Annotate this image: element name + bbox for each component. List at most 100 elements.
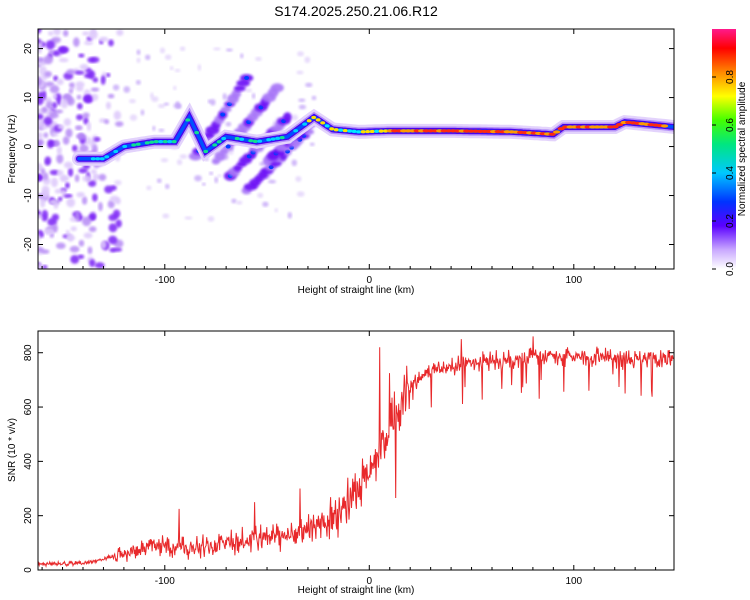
- x-tick-label: 0: [367, 275, 373, 286]
- colorbar-gradient: [712, 29, 736, 269]
- y-tick-label: 800: [23, 344, 34, 361]
- heatmap-noise-cell: [72, 144, 78, 152]
- heatmap-noise-cell: [74, 70, 85, 75]
- heatmap-noise-cell: [240, 53, 244, 59]
- heatmap-noise-cell: [298, 98, 306, 102]
- heatmap-noise-cell: [38, 263, 43, 269]
- y-tick-label: 400: [23, 453, 34, 470]
- heatmap-noise-cell: [54, 188, 62, 194]
- heatmap-noise-cell: [67, 167, 74, 177]
- heatmap-noise-cell: [68, 82, 75, 88]
- heatmap-noise-cell: [88, 180, 97, 187]
- heatmap-noise-cell: [56, 153, 64, 164]
- heatmap-noise-cell: [81, 216, 92, 227]
- heatmap-noise-cell: [90, 56, 100, 63]
- heatmap-noise-cell: [197, 64, 202, 71]
- heatmap-noise-cell: [87, 246, 93, 255]
- heatmap-ridge-peak: [162, 140, 168, 144]
- heatmap-noise-cell: [291, 159, 298, 167]
- heatmap-noise-cell: [108, 39, 114, 47]
- colorbar-tick-label: 0.4: [725, 166, 736, 180]
- heatmap-frame: [37, 28, 675, 270]
- snr-panel: -100 0 100 0 200 400 600 800 Height of straight…: [7, 330, 675, 596]
- heatmap-streak-cell: [233, 85, 246, 92]
- snr-y-axis-label: SNR (10 * v/v): [7, 418, 18, 482]
- heatmap-streak-cell: [283, 112, 292, 123]
- heatmap-noise-cell: [52, 94, 58, 99]
- snr-x-axis-label: Height of straight line (km): [298, 585, 415, 596]
- heatmap-streak-core: [244, 75, 250, 80]
- chart-title: S174.2025.250.21.06.R12: [274, 3, 438, 19]
- heatmap-ridge-peak: [185, 118, 191, 122]
- heatmap-noise-cell: [76, 94, 82, 100]
- heatmap-noise-cell: [88, 226, 97, 233]
- heatmap-ridge-peak: [333, 128, 339, 132]
- heatmap-noise-cell: [150, 92, 154, 99]
- heatmap-noise-cell: [41, 106, 48, 113]
- heatmap-noise-cell: [41, 249, 50, 254]
- heatmap-ridge-peak: [616, 123, 624, 127]
- heatmap-noise-cell: [66, 69, 76, 75]
- heatmap-noise-cell: [174, 68, 181, 73]
- heatmap-noise-cell: [82, 175, 92, 182]
- heatmap-ridge-peak: [279, 136, 285, 140]
- heatmap-noise-cell: [163, 102, 170, 106]
- heatmap-noise-cell: [78, 239, 85, 247]
- heatmap-ridge-peak: [360, 130, 366, 134]
- heatmap-noise-cell: [309, 142, 315, 146]
- heatmap-noise-cell: [107, 200, 115, 209]
- heatmap-ridge-peak: [158, 140, 164, 144]
- heatmap-noise-cell: [56, 169, 64, 177]
- heatmap-noise-cell: [116, 29, 124, 36]
- y-tick-label: 600: [23, 398, 34, 415]
- heatmap-ridge-peak: [293, 129, 299, 133]
- heatmap-streak-core: [220, 112, 226, 117]
- heatmap-noise-cell: [44, 156, 52, 165]
- heatmap-noise-cell: [63, 118, 72, 127]
- heatmap-noise-cell: [38, 29, 42, 34]
- heatmap-noise-cell: [145, 54, 151, 61]
- heatmap-noise-cell: [83, 117, 89, 125]
- heatmap-ridge-peak: [212, 143, 218, 147]
- heatmap-noise-cell: [83, 136, 92, 146]
- heatmap-ridge-peak: [338, 128, 344, 132]
- heatmap-noise-cell: [38, 76, 43, 86]
- heatmap-noise-cell: [162, 213, 170, 219]
- heatmap-streak-core: [225, 144, 231, 149]
- heatmap-noise-cell: [38, 174, 44, 181]
- heatmap-noise-cell: [68, 88, 74, 94]
- heatmap-noise-cell: [47, 217, 58, 227]
- heatmap-ridge-peak: [135, 142, 141, 146]
- heatmap-noise-cell: [51, 50, 61, 56]
- heatmap-noise-cell: [38, 229, 43, 235]
- heatmap-noise-cell: [225, 121, 232, 127]
- heatmap-noise-cell: [209, 171, 214, 175]
- x-tick-label: 100: [565, 275, 582, 286]
- heatmap-noise-cell: [257, 192, 264, 198]
- heatmap-ridge-peak: [270, 137, 276, 141]
- heatmap-noise-cell: [41, 185, 50, 196]
- heatmap-noise-cell: [135, 80, 141, 85]
- heatmap-noise-cell: [53, 202, 59, 209]
- heatmap-noise-cell: [298, 104, 307, 110]
- heatmap-ridge-peak: [553, 130, 561, 134]
- colorbar-tick-label: 0.0: [725, 262, 736, 276]
- heatmap-noise-cell: [104, 119, 110, 125]
- heatmap-noise-cell: [46, 139, 54, 149]
- heatmap-noise-cell: [90, 93, 99, 101]
- heatmap-streak-cell: [270, 83, 284, 93]
- y-tick-label: 20: [23, 43, 34, 55]
- heatmap-noise-cell: [311, 95, 317, 101]
- heatmap-noise-cell: [82, 112, 90, 118]
- heatmap-noise-cell: [156, 178, 162, 183]
- heatmap-noise-cell: [112, 247, 123, 252]
- heatmap-noise-cell: [56, 146, 62, 155]
- colorbar-label: Normalized spectral amplitude: [737, 81, 748, 216]
- heatmap-noise-cell: [40, 168, 46, 176]
- heatmap-noise-cell: [217, 174, 222, 178]
- heatmap-noise-cell: [176, 104, 182, 109]
- heatmap-y-axis-label: Frequency (Hz): [7, 115, 18, 184]
- heatmap-noise-cell: [107, 93, 115, 99]
- heatmap-noise-cell: [38, 132, 44, 140]
- heatmap-noise-cell: [99, 36, 109, 42]
